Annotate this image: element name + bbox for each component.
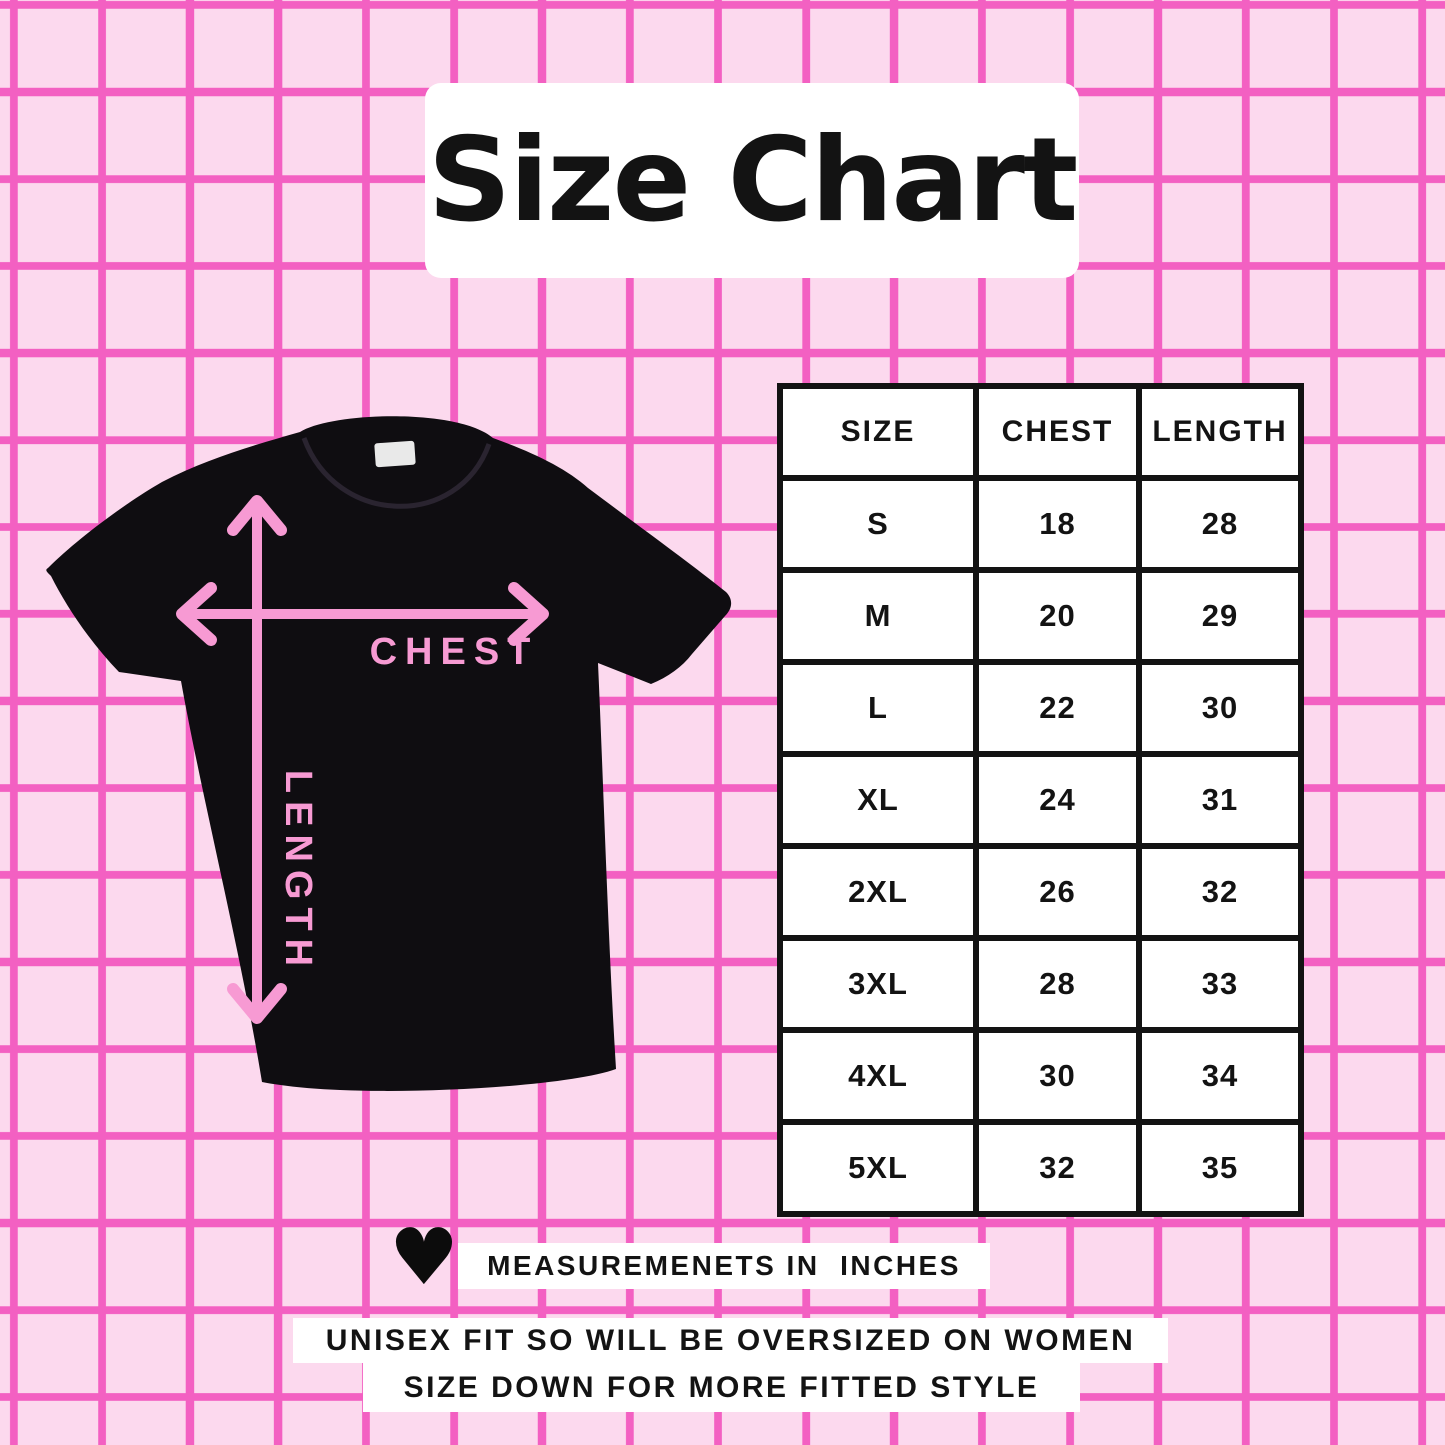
length-cell: 30 [1136, 659, 1304, 757]
chest-cell: 20 [973, 567, 1142, 665]
table-row: 2XL 26 32 [777, 843, 1304, 941]
length-cell: 31 [1136, 751, 1304, 849]
neck-tag [374, 440, 416, 468]
size-table-rows: S 18 28 M 20 29 L 22 30 XL 24 31 2XL 26 32 3XL 28 33 4XL 30… [777, 475, 1304, 1217]
page-title: Size Chart [427, 113, 1079, 248]
table-row: S 18 28 [777, 475, 1304, 573]
size-cell: 4XL [777, 1027, 979, 1125]
length-cell: 33 [1136, 935, 1304, 1033]
table-row: 3XL 28 33 [777, 935, 1304, 1033]
table-header-row: SIZE CHEST LENGTH [777, 383, 1304, 481]
table-row: M 20 29 [777, 567, 1304, 665]
table-row: L 22 30 [777, 659, 1304, 757]
chest-cell: 32 [973, 1119, 1142, 1217]
length-cell: 34 [1136, 1027, 1304, 1125]
size-cell: M [777, 567, 979, 665]
size-cell: 2XL [777, 843, 979, 941]
title-banner: Size Chart [425, 83, 1079, 278]
header-size: SIZE [777, 383, 979, 481]
fit-note-line1: UNISEX FIT SO WILL BE OVERSIZED ON WOMEN [293, 1318, 1168, 1363]
length-cell: 28 [1136, 475, 1304, 573]
length-cell: 29 [1136, 567, 1304, 665]
size-cell: S [777, 475, 979, 573]
chest-cell: 26 [973, 843, 1142, 941]
chest-cell: 24 [973, 751, 1142, 849]
size-cell: XL [777, 751, 979, 849]
table-row: 4XL 30 34 [777, 1027, 1304, 1125]
collar-seam [301, 437, 492, 509]
tshirt-silhouette [46, 416, 732, 1091]
chest-arrow-label: CHEST [370, 631, 539, 673]
chest-cell: 18 [973, 475, 1142, 573]
chest-arrow [176, 582, 549, 646]
tshirt-measurement-diagram: CHEST LENGTH [46, 416, 732, 1091]
table-row: XL 24 31 [777, 751, 1304, 849]
fit-note-line2-text: SIZE DOWN FOR MORE FITTED STYLE [403, 1370, 1040, 1404]
measurement-note: MEASUREMENETS IN INCHES [458, 1243, 990, 1289]
measurement-note-text: MEASUREMENETS IN INCHES [487, 1250, 961, 1281]
size-cell: 3XL [777, 935, 979, 1033]
length-arrow [227, 495, 287, 1024]
size-cell: L [777, 659, 979, 757]
size-cell: 5XL [777, 1119, 979, 1217]
length-cell: 32 [1136, 843, 1304, 941]
header-chest: CHEST [973, 383, 1142, 481]
chest-cell: 28 [973, 935, 1142, 1033]
chest-cell: 22 [973, 659, 1142, 757]
fit-note-line2: SIZE DOWN FOR MORE FITTED STYLE [363, 1363, 1080, 1412]
size-table: SIZE CHEST LENGTH S 18 28 M 20 29 L 22 30 XL 24 31 2… [777, 383, 1304, 1217]
length-arrow-label: LENGTH [277, 770, 319, 974]
heart-icon: ♥ [389, 1213, 459, 1303]
table-row: 5XL 32 35 [777, 1119, 1304, 1217]
length-cell: 35 [1136, 1119, 1304, 1217]
header-length: LENGTH [1136, 383, 1304, 481]
fit-note-line1-text: UNISEX FIT SO WILL BE OVERSIZED ON WOMEN [325, 1323, 1136, 1357]
chest-cell: 30 [973, 1027, 1142, 1125]
